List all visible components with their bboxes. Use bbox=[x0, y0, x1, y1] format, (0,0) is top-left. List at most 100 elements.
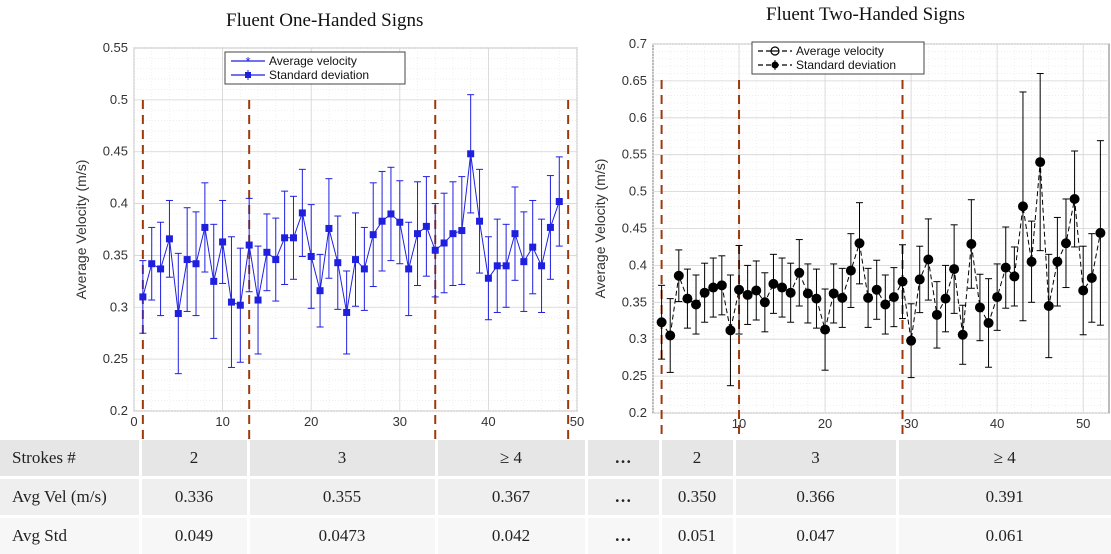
legend-label: Average velocity bbox=[796, 44, 884, 58]
data-point bbox=[949, 264, 959, 274]
table-cell: 0.061 bbox=[897, 517, 1111, 554]
table-cell: … bbox=[586, 517, 660, 554]
table-cell: 0.336 bbox=[140, 478, 248, 517]
table-header-row: Strokes # 2 3 ≥ 4 … 2 3 ≥ 4 bbox=[0, 440, 1111, 478]
data-point bbox=[700, 288, 710, 298]
stats-table: Strokes # 2 3 ≥ 4 … 2 3 ≥ 4 Avg Vel (m/s… bbox=[0, 440, 1111, 554]
data-point bbox=[1044, 301, 1054, 311]
data-point bbox=[906, 336, 916, 346]
table-cell: 0.047 bbox=[734, 517, 897, 554]
data-point bbox=[880, 300, 890, 310]
y-tick-label: 0.35 bbox=[622, 294, 647, 309]
y-tick-label: 0.4 bbox=[629, 257, 647, 272]
data-point bbox=[682, 294, 692, 304]
table-cell: Avg Vel (m/s) bbox=[0, 478, 140, 517]
table-row: Avg Std 0.049 0.0473 0.042 … 0.051 0.047… bbox=[0, 517, 1111, 554]
chart-right: 0.20.250.30.350.40.450.50.550.60.650.710… bbox=[0, 0, 1111, 440]
table-cell: 0.0473 bbox=[248, 517, 436, 554]
table-cell: 0.049 bbox=[140, 517, 248, 554]
data-point bbox=[760, 297, 770, 307]
data-point bbox=[1052, 257, 1062, 267]
data-point bbox=[975, 302, 985, 312]
table-cell: 2 bbox=[140, 440, 248, 478]
data-point bbox=[717, 280, 727, 290]
data-point bbox=[786, 288, 796, 298]
table-cell: 2 bbox=[660, 440, 734, 478]
y-axis-label: Average Velocity (m/s) bbox=[592, 159, 608, 299]
table-row: Avg Vel (m/s) 0.336 0.355 0.367 … 0.350 … bbox=[0, 478, 1111, 517]
data-point bbox=[915, 274, 925, 284]
data-point bbox=[674, 271, 684, 281]
table-cell: 3 bbox=[734, 440, 897, 478]
x-tick-label: 30 bbox=[904, 416, 918, 431]
data-point bbox=[794, 268, 804, 278]
x-tick-label: 40 bbox=[990, 416, 1004, 431]
data-point bbox=[751, 285, 761, 295]
table-cell: … bbox=[586, 478, 660, 517]
y-tick-label: 0.6 bbox=[629, 110, 647, 125]
y-tick-label: 0.45 bbox=[622, 221, 647, 236]
data-point bbox=[1018, 201, 1028, 211]
data-point bbox=[657, 317, 667, 327]
table-cell: 0.355 bbox=[248, 478, 436, 517]
table-cell: ≥ 4 bbox=[436, 440, 586, 478]
y-tick-label: 0.5 bbox=[629, 184, 647, 199]
data-point bbox=[1095, 228, 1105, 238]
data-point bbox=[966, 239, 976, 249]
data-point bbox=[1078, 285, 1088, 295]
data-point bbox=[872, 285, 882, 295]
table-cell: 0.391 bbox=[897, 478, 1111, 517]
data-point bbox=[1027, 257, 1037, 267]
data-point bbox=[941, 294, 951, 304]
data-point bbox=[708, 283, 718, 293]
legend-label: Standard deviation bbox=[796, 58, 896, 72]
data-point bbox=[1009, 271, 1019, 281]
table-cell: 0.350 bbox=[660, 478, 734, 517]
data-point bbox=[734, 285, 744, 295]
data-point bbox=[923, 254, 933, 264]
data-point bbox=[1035, 157, 1045, 167]
data-point bbox=[768, 279, 778, 289]
data-point bbox=[889, 292, 899, 302]
data-point bbox=[665, 331, 675, 341]
y-tick-label: 0.25 bbox=[622, 368, 647, 383]
data-point bbox=[1070, 194, 1080, 204]
table-cell: … bbox=[586, 440, 660, 478]
x-tick-label: 20 bbox=[818, 416, 832, 431]
data-point bbox=[1087, 273, 1097, 283]
data-point bbox=[725, 325, 735, 335]
data-point bbox=[846, 266, 856, 276]
data-point bbox=[777, 283, 787, 293]
data-point bbox=[1061, 238, 1071, 248]
data-point bbox=[1001, 263, 1011, 273]
table-cell: 0.051 bbox=[660, 517, 734, 554]
data-point bbox=[958, 330, 968, 340]
data-point bbox=[820, 325, 830, 335]
data-point bbox=[837, 293, 847, 303]
data-point bbox=[803, 288, 813, 298]
data-point bbox=[863, 293, 873, 303]
table-cell: 0.367 bbox=[436, 478, 586, 517]
y-tick-label: 0.3 bbox=[629, 331, 647, 346]
table-cell: 0.042 bbox=[436, 517, 586, 554]
data-point bbox=[743, 290, 753, 300]
data-point bbox=[854, 238, 864, 248]
x-tick-label: 50 bbox=[1076, 416, 1090, 431]
y-tick-label: 0.2 bbox=[629, 405, 647, 420]
table-cell: Strokes # bbox=[0, 440, 140, 478]
table-cell: ≥ 4 bbox=[897, 440, 1111, 478]
table-cell: 3 bbox=[248, 440, 436, 478]
data-point bbox=[898, 277, 908, 287]
table-cell: 0.366 bbox=[734, 478, 897, 517]
data-point bbox=[691, 300, 701, 310]
y-tick-label: 0.55 bbox=[622, 147, 647, 162]
y-tick-label: 0.65 bbox=[622, 73, 647, 88]
data-point bbox=[992, 292, 1002, 302]
legend-marker bbox=[772, 62, 779, 69]
data-point bbox=[829, 288, 839, 298]
y-tick-label: 0.7 bbox=[629, 36, 647, 51]
table-cell: Avg Std bbox=[0, 517, 140, 554]
data-point bbox=[984, 318, 994, 328]
data-point bbox=[811, 294, 821, 304]
data-point bbox=[932, 310, 942, 320]
